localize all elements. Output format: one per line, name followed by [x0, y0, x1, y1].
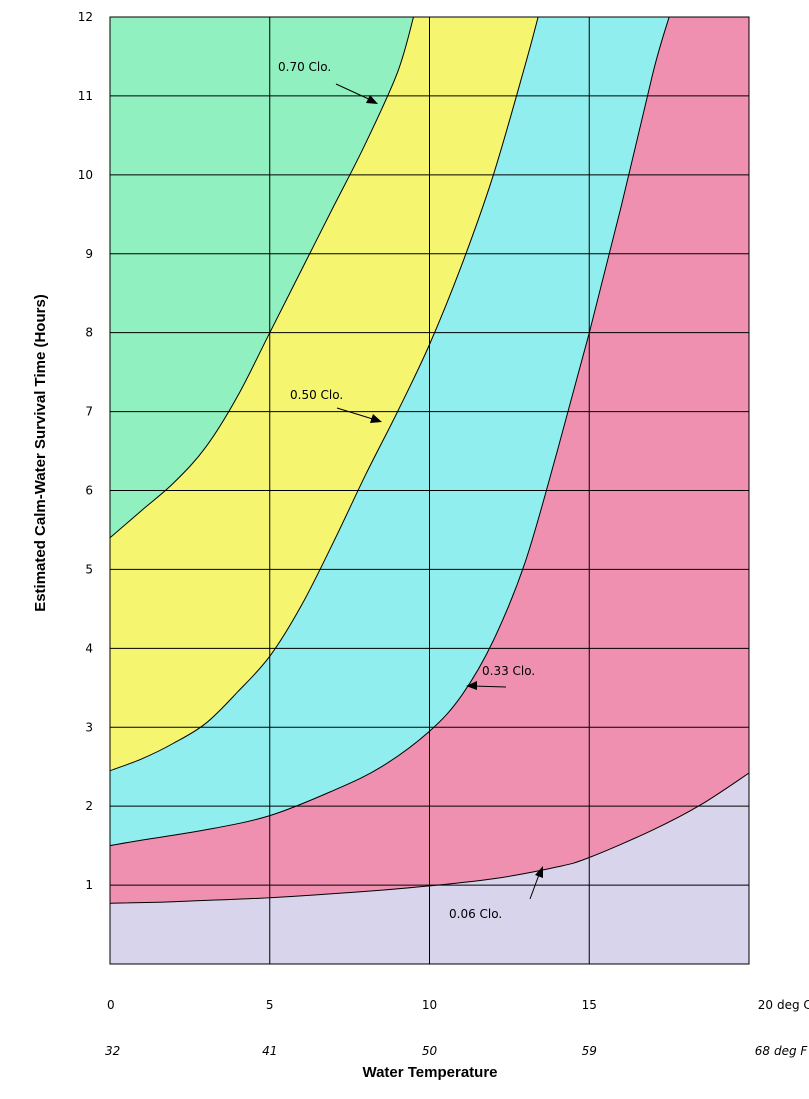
x-tick-label-celsius: 5: [266, 998, 274, 1012]
area-layer: [110, 17, 749, 964]
x-unit-fahrenheit: deg F: [774, 1044, 808, 1058]
annotation-033-clo: 0.33 Clo.: [482, 664, 535, 678]
y-tick-label: 9: [85, 247, 93, 261]
curve-050-clo: [110, 17, 539, 772]
x-tick-label-fahrenheit: 50: [422, 1044, 438, 1058]
x-tick-labels-fahrenheit: 32 41 50 59 68: [105, 1044, 770, 1058]
y-tick-label: 3: [85, 720, 93, 734]
x-tick-label-celsius: 10: [422, 998, 437, 1012]
arrow-033-clo: [466, 681, 507, 690]
y-tick-label: 1: [85, 878, 93, 892]
x-tick-label-fahrenheit: 68: [755, 1044, 771, 1058]
annotation-050-clo: 0.50 Clo.: [290, 388, 343, 402]
x-tick-label-fahrenheit: 41: [262, 1044, 277, 1058]
curve-070-clo: [110, 17, 414, 539]
region-070-clo: [110, 17, 414, 538]
annotation-070-clo: 0.70 Clo.: [278, 60, 331, 74]
y-tick-label: 8: [85, 326, 93, 340]
x-tick-label-fahrenheit: 59: [582, 1044, 597, 1058]
y-axis-title: Estimated Calm-Water Survival Time (Hour…: [32, 294, 49, 612]
x-tick-label-celsius: 15: [582, 998, 597, 1012]
y-tick-label: 11: [78, 89, 93, 103]
x-tick-labels-celsius: 0 5 10 15 20: [107, 998, 773, 1012]
x-axis-title: Water Temperature: [362, 1064, 497, 1081]
curve-033-clo: [110, 17, 670, 847]
x-tick-label-celsius: 20: [758, 998, 773, 1012]
curve-006-clo: [110, 772, 749, 904]
x-tick-label-fahrenheit: 32: [105, 1044, 120, 1058]
x-unit-celsius: deg C: [777, 998, 809, 1012]
x-tick-label-celsius: 0: [107, 998, 115, 1012]
y-tick-label: 7: [85, 405, 93, 419]
arrow-006-clo: [529, 866, 543, 900]
arrow-070-clo: [335, 83, 378, 104]
y-tick-label: 6: [85, 484, 93, 498]
y-tick-label: 10: [78, 168, 93, 182]
y-tick-label: 2: [85, 799, 93, 813]
y-tick-label: 5: [85, 562, 93, 576]
curve-layer: [110, 17, 749, 904]
plot-frame: [109, 16, 750, 965]
y-tick-label: 12: [78, 10, 93, 24]
arrow-050-clo: [336, 407, 382, 423]
grid-layer: [110, 17, 749, 964]
y-tick-label: 4: [85, 641, 93, 655]
annotation-006-clo: 0.06 Clo.: [449, 907, 502, 921]
